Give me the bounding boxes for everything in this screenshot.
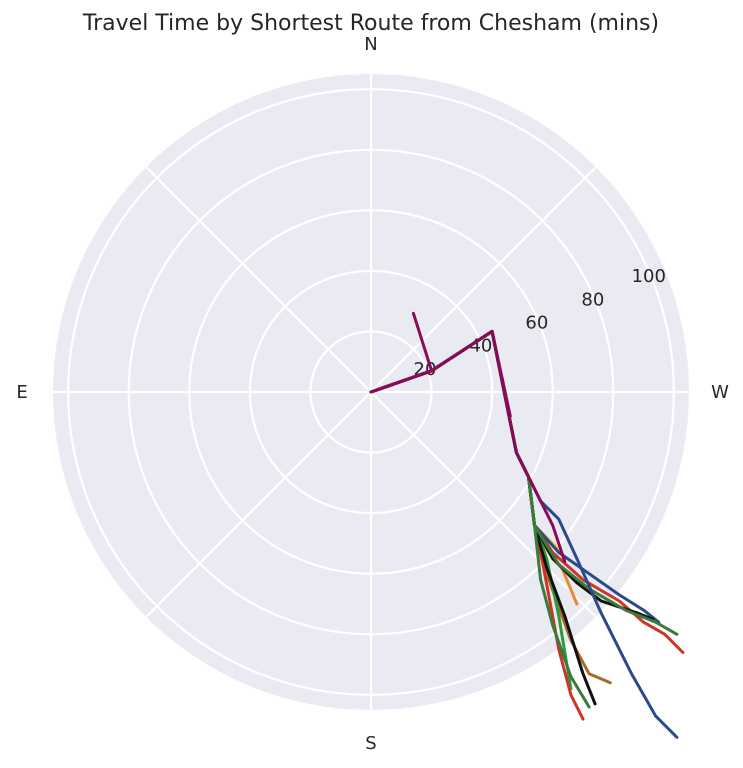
r-tick-label: 60 (525, 312, 548, 333)
series-group (369, 311, 685, 739)
grid-spoke (370, 391, 597, 618)
direction-label-south: S (365, 733, 376, 754)
route-line-16 (369, 311, 434, 394)
r-tick-label: 80 (581, 289, 604, 310)
polar-grid (53, 74, 689, 710)
direction-label-east: E (16, 382, 27, 403)
grid-spoke (145, 166, 372, 393)
grid-spoke (145, 391, 372, 618)
direction-label-north: N (364, 34, 377, 55)
chart-title: Travel Time by Shortest Route from Chesh… (82, 11, 659, 36)
direction-label-west: W (711, 382, 729, 403)
r-tick-label: 100 (632, 266, 666, 287)
grid-spoke (370, 166, 597, 393)
